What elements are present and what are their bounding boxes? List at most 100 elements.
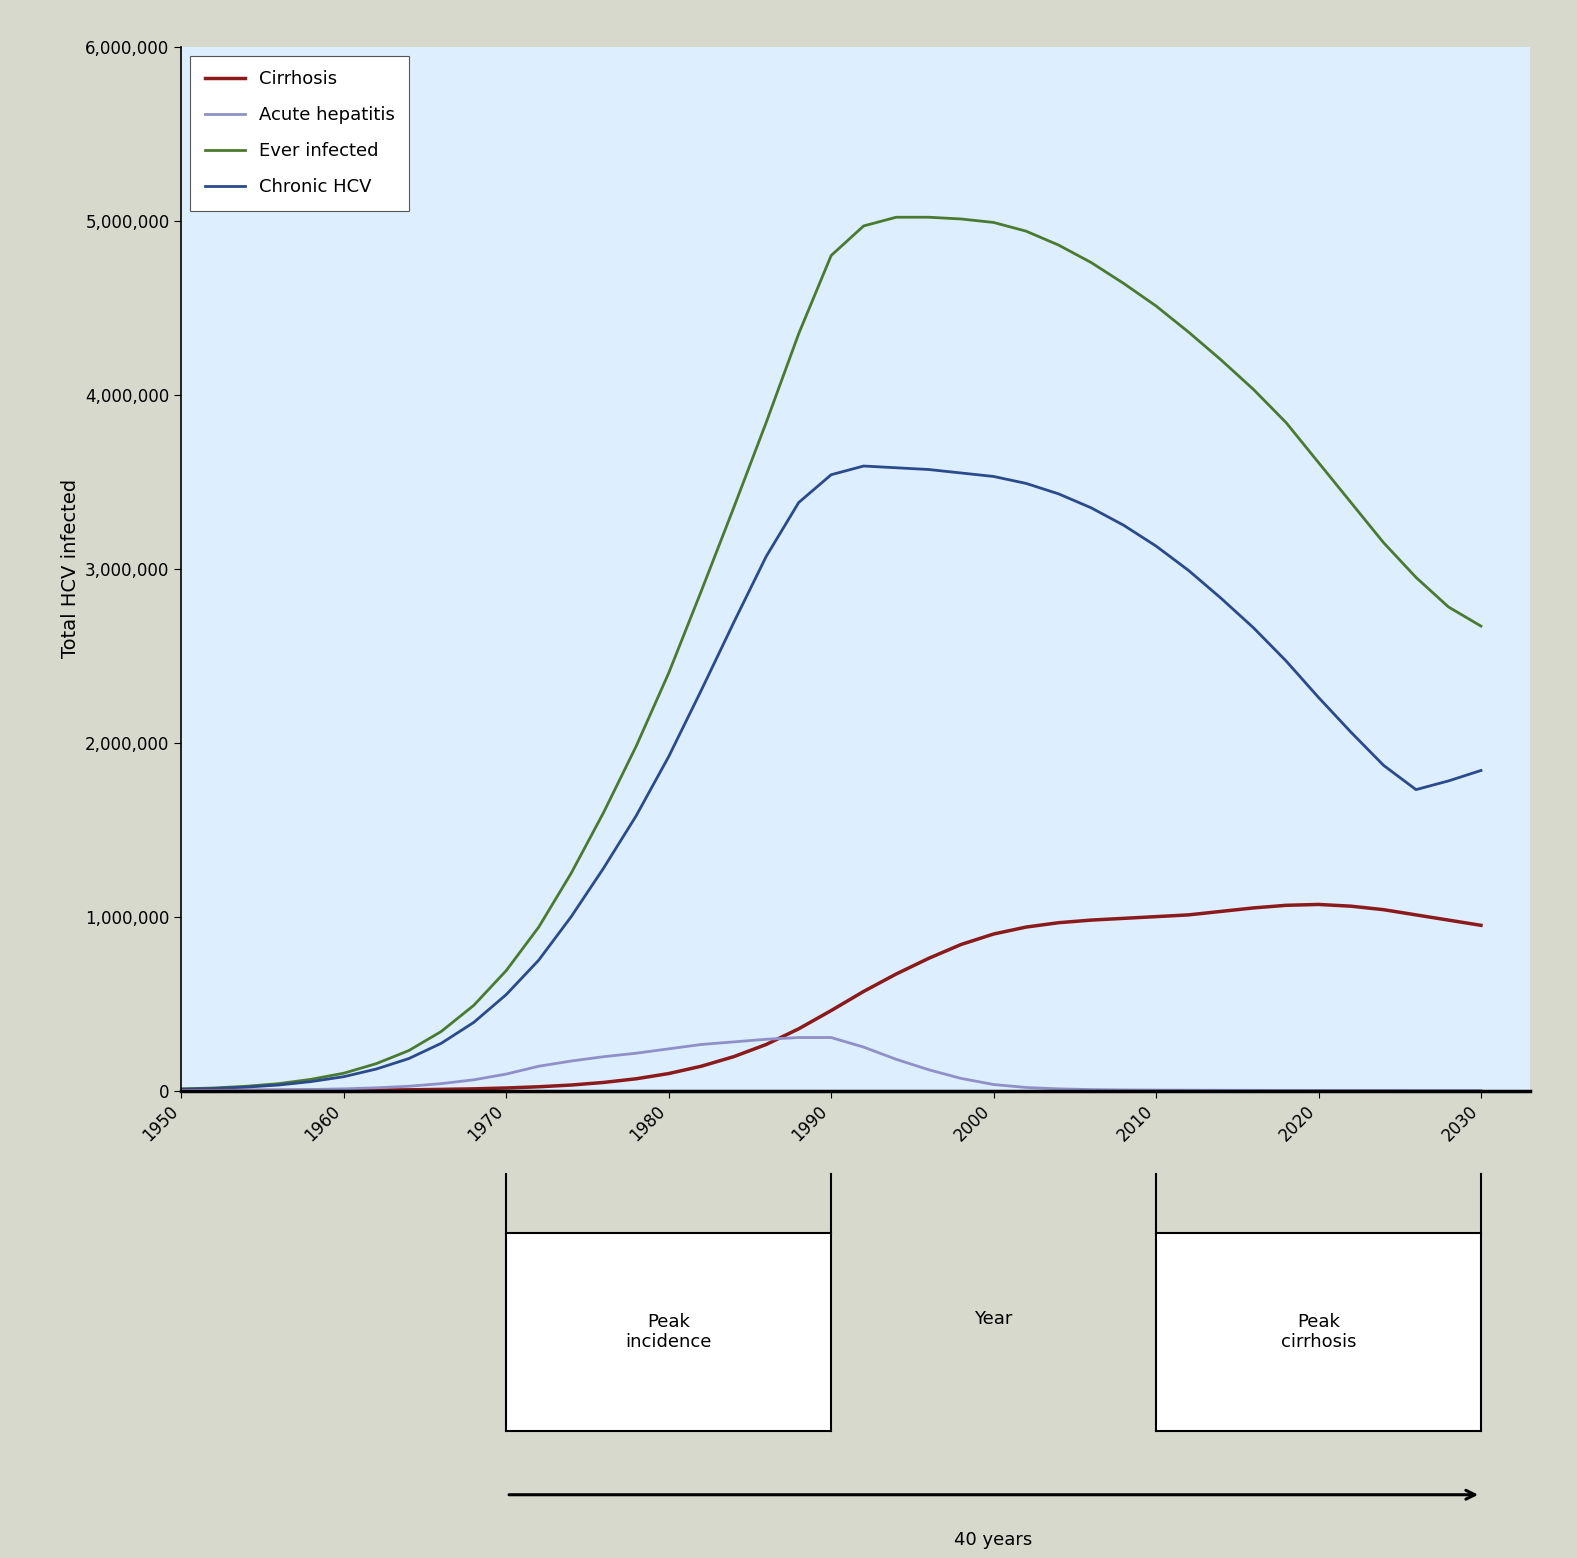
Chronic HCV <box>205 1080 224 1098</box>
Chronic HCV <box>1342 723 1361 742</box>
Ever infected <box>172 1080 191 1098</box>
Chronic HCV <box>301 1072 320 1091</box>
Acute hepatitis <box>1211 1081 1230 1100</box>
Ever infected <box>919 207 938 226</box>
Cirrhosis <box>1309 896 1328 915</box>
Text: 40 years: 40 years <box>954 1532 1033 1549</box>
Ever infected <box>301 1070 320 1089</box>
Acute hepatitis <box>1244 1081 1263 1100</box>
Chronic HCV <box>1017 474 1036 492</box>
Text: Peak
cirrhosis: Peak cirrhosis <box>1281 1313 1356 1351</box>
Cirrhosis <box>886 964 905 983</box>
Ever infected <box>1211 351 1230 369</box>
Cirrhosis <box>270 1081 289 1100</box>
Acute hepatitis <box>1342 1081 1361 1100</box>
Cirrhosis <box>1374 901 1392 919</box>
Chronic HCV <box>334 1067 353 1086</box>
Ever infected <box>432 1022 451 1041</box>
Chronic HCV <box>1113 516 1132 534</box>
Acute hepatitis <box>237 1081 255 1100</box>
Ever infected <box>1471 617 1490 636</box>
Acute hepatitis <box>172 1081 191 1100</box>
Acute hepatitis <box>659 1039 678 1058</box>
Cirrhosis <box>432 1080 451 1098</box>
Chronic HCV <box>1180 561 1199 580</box>
Cirrhosis <box>1471 916 1490 935</box>
Ever infected <box>367 1055 386 1073</box>
Cirrhosis <box>1407 905 1426 924</box>
Cirrhosis <box>1049 913 1068 932</box>
Ever infected <box>205 1078 224 1097</box>
Cirrhosis <box>1146 907 1165 925</box>
Chronic HCV <box>367 1059 386 1078</box>
Line: Acute hepatitis: Acute hepatitis <box>181 1038 1481 1091</box>
Ever infected <box>1244 380 1263 399</box>
Ever infected <box>1342 494 1361 513</box>
Ever infected <box>724 499 743 517</box>
Bar <box>1156 1232 1481 1432</box>
Chronic HCV <box>270 1075 289 1094</box>
Acute hepatitis <box>1113 1081 1132 1100</box>
Chronic HCV <box>399 1049 418 1067</box>
Cirrhosis <box>788 1019 807 1038</box>
Acute hepatitis <box>1438 1081 1457 1100</box>
Chronic HCV <box>886 458 905 477</box>
Acute hepatitis <box>595 1047 613 1066</box>
Bar <box>506 1232 831 1432</box>
Text: Year: Year <box>975 1310 1012 1327</box>
Chronic HCV <box>626 807 645 826</box>
Text: Peak
incidence: Peak incidence <box>626 1313 711 1351</box>
Chronic HCV <box>984 467 1003 486</box>
Acute hepatitis <box>822 1028 841 1047</box>
Acute hepatitis <box>1017 1078 1036 1097</box>
Ever infected <box>1407 569 1426 587</box>
Ever infected <box>530 918 549 936</box>
Ever infected <box>1146 296 1165 315</box>
Acute hepatitis <box>788 1028 807 1047</box>
Cirrhosis <box>367 1081 386 1100</box>
Acute hepatitis <box>1407 1081 1426 1100</box>
Legend: Cirrhosis, Acute hepatitis, Ever infected, Chronic HCV: Cirrhosis, Acute hepatitis, Ever infecte… <box>191 56 410 210</box>
Cirrhosis <box>855 982 874 1000</box>
Cirrhosis <box>530 1078 549 1097</box>
Acute hepatitis <box>886 1050 905 1069</box>
Ever infected <box>1276 413 1295 432</box>
Chronic HCV <box>497 985 516 1003</box>
Ever infected <box>1438 598 1457 617</box>
Chronic HCV <box>1146 536 1165 555</box>
Acute hepatitis <box>1049 1080 1068 1098</box>
Line: Cirrhosis: Cirrhosis <box>181 905 1481 1091</box>
Ever infected <box>595 802 613 821</box>
Cirrhosis <box>1180 905 1199 924</box>
Chronic HCV <box>1438 771 1457 790</box>
Cirrhosis <box>692 1056 711 1075</box>
Acute hepatitis <box>1146 1081 1165 1100</box>
Acute hepatitis <box>301 1080 320 1098</box>
Ever infected <box>951 210 970 229</box>
Cirrhosis <box>1276 896 1295 915</box>
Cirrhosis <box>172 1081 191 1100</box>
Ever infected <box>692 583 711 601</box>
Chronic HCV <box>1471 762 1490 781</box>
Cirrhosis <box>334 1081 353 1100</box>
Ever infected <box>1180 323 1199 341</box>
Ever infected <box>1082 252 1101 271</box>
Cirrhosis <box>919 949 938 968</box>
Chronic HCV <box>1276 651 1295 670</box>
Ever infected <box>399 1041 418 1059</box>
Cirrhosis <box>237 1081 255 1100</box>
Cirrhosis <box>399 1080 418 1098</box>
Ever infected <box>561 863 580 882</box>
Chronic HCV <box>724 614 743 633</box>
Chronic HCV <box>855 456 874 475</box>
Cirrhosis <box>1244 899 1263 918</box>
Cirrhosis <box>984 924 1003 943</box>
Acute hepatitis <box>270 1081 289 1100</box>
Cirrhosis <box>497 1078 516 1097</box>
Acute hepatitis <box>1276 1081 1295 1100</box>
Chronic HCV <box>1211 589 1230 608</box>
Acute hepatitis <box>1471 1081 1490 1100</box>
Chronic HCV <box>822 466 841 485</box>
Chronic HCV <box>1049 485 1068 503</box>
Acute hepatitis <box>432 1075 451 1094</box>
